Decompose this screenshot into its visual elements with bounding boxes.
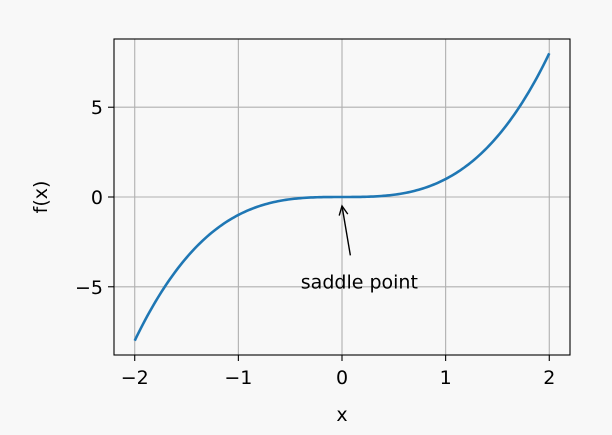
y-tick-label: 0 [91,187,103,209]
x-tick-label: 1 [440,367,452,389]
x-axis-label: x [336,404,347,426]
annotation-arrow-shaft [341,205,352,256]
annotation-arrow-head [338,204,349,216]
series-line [133,52,551,342]
x-axis: −2 −1 0 1 2 [121,355,555,389]
x-tick-label: −1 [224,367,252,389]
x-tick-label: −2 [121,367,149,389]
y-axis: −5 0 5 [75,97,114,299]
y-tick-label: 5 [91,97,103,119]
x-tick-label: 2 [543,367,555,389]
y-axis-label: f(x) [30,181,52,214]
y-tick-label: −5 [75,277,103,299]
x-tick-label: 0 [336,367,348,389]
series-layer [133,52,551,342]
annotation-layer: saddle point [301,204,418,293]
annotation-label: saddle point [301,271,418,293]
